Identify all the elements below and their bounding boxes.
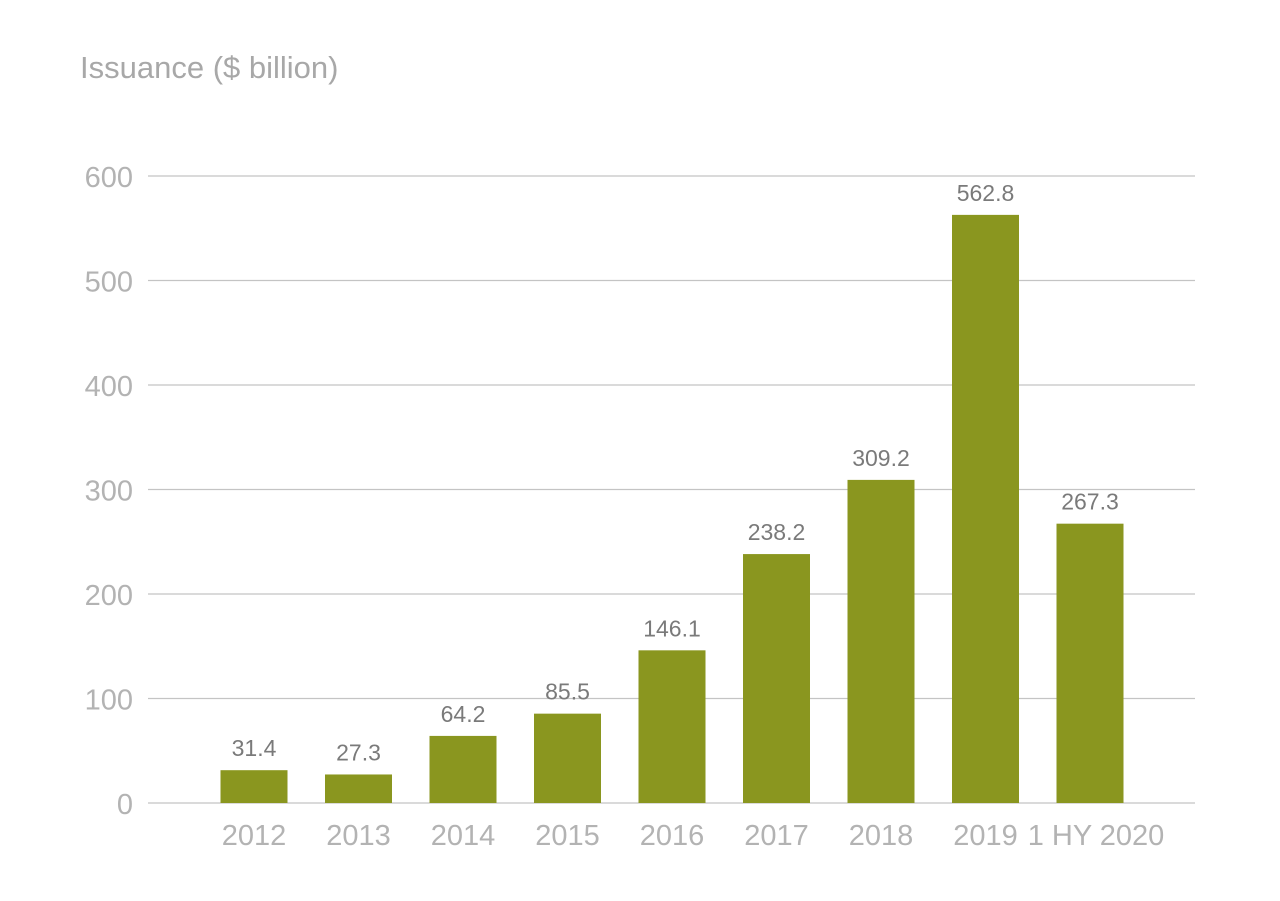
bar-2012 [220,770,288,803]
data-label: 238.2 [748,519,806,545]
y-axis-title: Issuance ($ billion) [80,50,338,85]
data-label: 267.3 [1061,489,1119,515]
data-label: 562.8 [957,180,1015,206]
x-axis-ticks: 2012 2013 2014 2015 2016 2017 2018 2019 1 HY 202… [222,820,1165,852]
bar-2016 [638,650,706,803]
x-tick-label: 2016 [640,820,705,852]
x-tick-label: 2013 [326,820,391,852]
y-tick-label: 600 [85,162,133,194]
y-tick-label: 100 [85,685,133,717]
x-tick-label: 2012 [222,820,287,852]
x-tick-label: 1 HY 2020 [1028,820,1165,852]
bar-2013 [325,774,392,803]
y-tick-label: 200 [85,580,133,612]
gridlines [148,175,1195,804]
x-tick-label: 2018 [849,820,914,852]
bar-2019 [952,214,1019,803]
data-label: 31.4 [232,735,277,761]
x-tick-label: 2014 [431,820,496,852]
bar-2015 [534,713,601,803]
x-tick-label: 2017 [744,820,809,852]
data-label: 27.3 [336,739,381,765]
bar-1-hy-2020 [1056,523,1124,803]
y-tick-label: 500 [85,267,133,299]
data-label: 146.1 [643,615,701,641]
data-label: 64.2 [441,701,486,727]
bar-2014 [429,735,497,803]
y-tick-label: 0 [117,789,133,821]
y-tick-label: 300 [85,476,133,508]
bars [220,214,1124,803]
y-tick-label: 400 [85,371,133,403]
x-tick-label: 2015 [535,820,600,852]
y-axis-ticks: 0 100 200 300 400 500 600 [85,162,133,821]
bar-2018 [847,479,915,803]
data-label: 309.2 [852,445,910,471]
bar-2017 [743,554,810,803]
x-tick-label: 2019 [953,820,1018,852]
data-label: 85.5 [545,679,590,705]
data-labels: 31.4 27.3 64.2 85.5 146.1 238.2 309.2 562.8 267.… [232,180,1119,766]
